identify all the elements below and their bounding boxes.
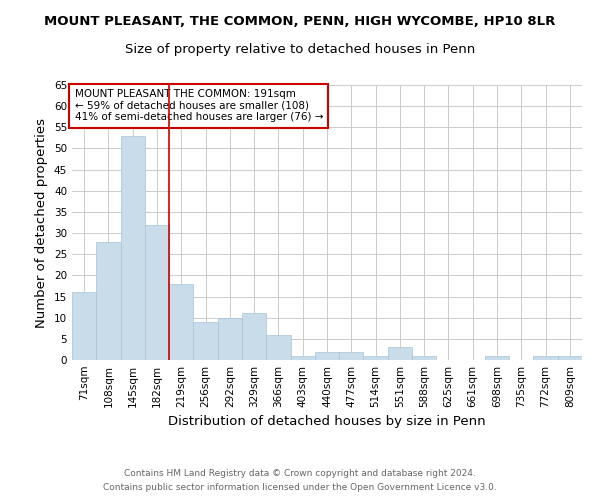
Text: MOUNT PLEASANT, THE COMMON, PENN, HIGH WYCOMBE, HP10 8LR: MOUNT PLEASANT, THE COMMON, PENN, HIGH W… [44, 15, 556, 28]
Bar [96, 242, 121, 360]
Bar [388, 348, 412, 360]
Bar [315, 352, 339, 360]
Text: Contains HM Land Registry data © Crown copyright and database right 2024.: Contains HM Land Registry data © Crown c… [124, 468, 476, 477]
Bar [558, 356, 582, 360]
Bar [412, 356, 436, 360]
Bar [193, 322, 218, 360]
Bar [242, 314, 266, 360]
Bar [145, 224, 169, 360]
Y-axis label: Number of detached properties: Number of detached properties [35, 118, 49, 328]
Text: MOUNT PLEASANT THE COMMON: 191sqm
← 59% of detached houses are smaller (108)
41%: MOUNT PLEASANT THE COMMON: 191sqm ← 59% … [74, 89, 323, 122]
Bar [485, 356, 509, 360]
Bar [72, 292, 96, 360]
Bar [121, 136, 145, 360]
Bar [218, 318, 242, 360]
Text: Contains public sector information licensed under the Open Government Licence v3: Contains public sector information licen… [103, 484, 497, 492]
Bar [266, 334, 290, 360]
Bar [533, 356, 558, 360]
Bar [364, 356, 388, 360]
Text: Size of property relative to detached houses in Penn: Size of property relative to detached ho… [125, 42, 475, 56]
Bar [169, 284, 193, 360]
Bar [339, 352, 364, 360]
Bar [290, 356, 315, 360]
X-axis label: Distribution of detached houses by size in Penn: Distribution of detached houses by size … [168, 416, 486, 428]
